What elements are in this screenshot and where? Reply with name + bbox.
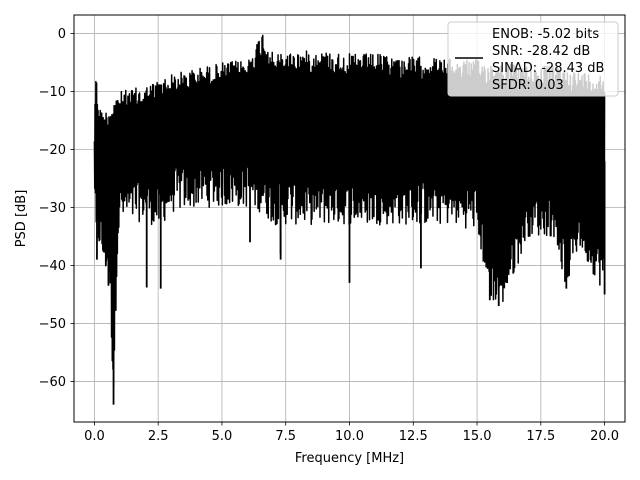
x-tick-label: 20.0 [590, 429, 619, 444]
x-tick-label: 2.5 [148, 429, 169, 444]
x-tick-label: 7.5 [275, 429, 296, 444]
legend-box [447, 21, 619, 97]
axis-ticks: 0.0 2.5 5.0 7.5 10.0 12.5 15.0 17.5 20.0 0 −10 −20 −… [39, 27, 620, 444]
x-tick-label: 12.5 [399, 429, 428, 444]
legend-entry-sinad: SINAD: -28.43 dB [492, 61, 604, 76]
psd-trace [93, 34, 606, 387]
plot-frame [73, 14, 626, 423]
y-tick-label: −20 [39, 143, 66, 158]
legend-entry-sfdr: SFDR: 0.03 [492, 78, 564, 93]
x-tick-label: 10.0 [335, 429, 364, 444]
y-tick-label: −30 [39, 201, 66, 216]
legend-entry-snr: SNR: -28.42 dB [492, 44, 590, 59]
y-tick-label: −60 [39, 375, 66, 390]
y-tick-label: −10 [39, 85, 66, 100]
x-tick-label: 5.0 [212, 429, 233, 444]
y-tick-label: 0 [58, 27, 66, 42]
legend: ENOB: -5.02 bits SNR: -28.42 dB SINAD: -… [447, 21, 619, 97]
x-tick-label: 17.5 [526, 429, 555, 444]
psd-series [93, 34, 606, 405]
x-tick-label: 0.0 [84, 429, 105, 444]
y-tick-label: −40 [39, 259, 66, 274]
x-axis-label: Frequency [MHz] [295, 451, 404, 466]
y-tick-label: −50 [39, 317, 66, 332]
legend-entry-enob: ENOB: -5.02 bits [492, 27, 599, 42]
x-tick-label: 15.0 [463, 429, 492, 444]
y-axis-label: PSD [dB] [14, 190, 29, 248]
